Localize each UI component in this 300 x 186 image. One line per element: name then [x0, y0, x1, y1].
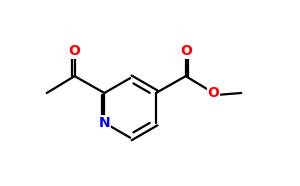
Text: O: O [69, 44, 80, 58]
Text: N: N [99, 116, 110, 130]
Text: O: O [180, 44, 192, 58]
Text: O: O [208, 86, 219, 100]
